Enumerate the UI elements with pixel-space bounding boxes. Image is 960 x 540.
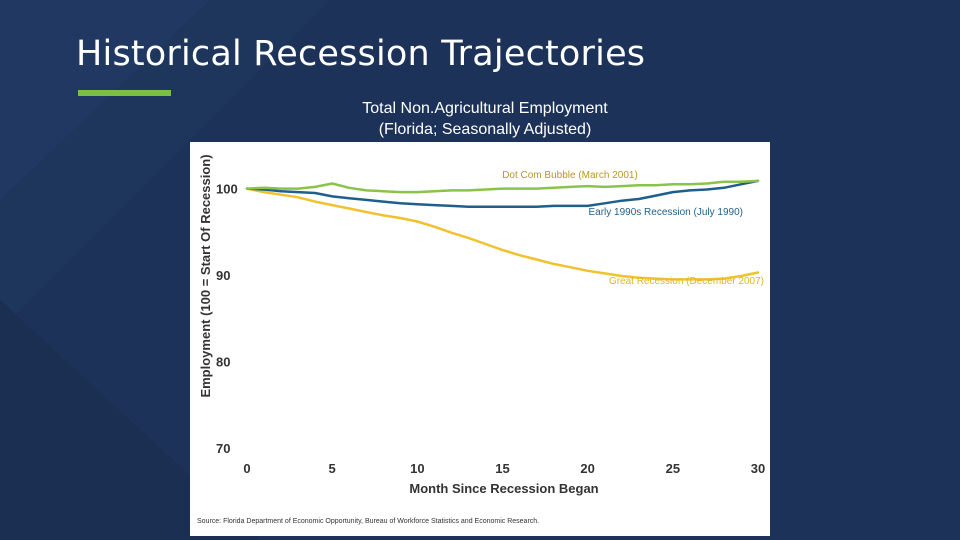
employment-line-chart: 70 80 90 100 0 5 10 15 20 25 30 Month Since Recessi… xyxy=(198,154,765,496)
source-note: Source: Florida Department of Economic O… xyxy=(197,518,540,525)
slide-title: Historical Recession Trajectories xyxy=(76,34,646,74)
x-tick-label: 30 xyxy=(751,461,765,476)
series-annotation: Dot Com Bubble (March 2001) xyxy=(502,170,638,181)
x-tick-label: 25 xyxy=(666,461,680,476)
y-tick-label: 100 xyxy=(216,182,238,197)
series-annotation: Early 1990s Recession (July 1990) xyxy=(588,207,743,218)
y-axis-label: Employment (100 = Start Of Recession) xyxy=(198,154,213,397)
title-accent-bar xyxy=(78,90,171,96)
x-tick-label: 15 xyxy=(495,461,509,476)
x-tick-label: 0 xyxy=(243,461,250,476)
x-tick-label: 20 xyxy=(580,461,594,476)
chart-panel: 70 80 90 100 0 5 10 15 20 25 30 Month Since Recessi… xyxy=(190,142,770,536)
series-line-3 xyxy=(245,187,760,281)
series-line-1 xyxy=(245,179,760,194)
chart-title-line-2: (Florida; Seasonally Adjusted) xyxy=(378,121,592,138)
series-annotation: Great Recession (December 2007) xyxy=(609,276,764,287)
y-tick-label: 90 xyxy=(216,268,230,283)
y-tick-label: 80 xyxy=(216,355,230,370)
x-tick-label: 10 xyxy=(410,461,424,476)
x-axis-label: Month Since Recession Began xyxy=(409,481,598,496)
y-tick-label: 70 xyxy=(216,441,230,456)
series-line-2 xyxy=(245,179,760,209)
x-tick-label: 5 xyxy=(329,461,336,476)
chart-title: Total Non.Agricultural Employment (Flori… xyxy=(300,98,670,140)
chart-title-line-1: Total Non.Agricultural Employment xyxy=(362,100,608,117)
